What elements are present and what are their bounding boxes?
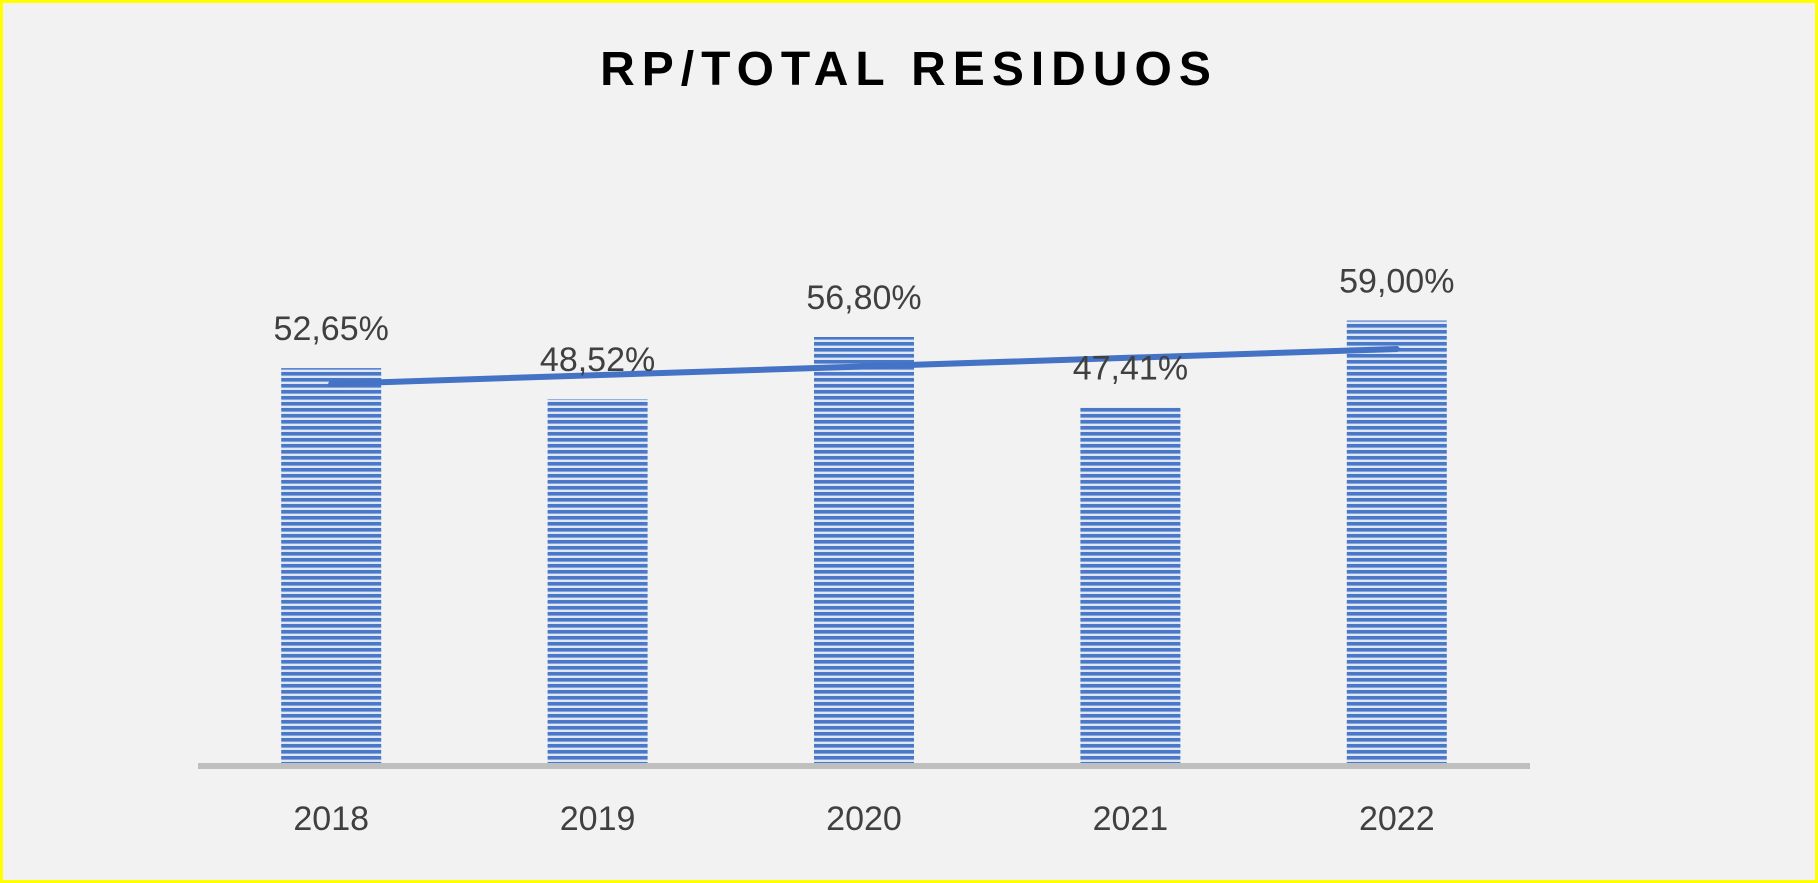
- trendline: [328, 346, 1400, 387]
- value-labels-group: 52,65% 48,52% 56,80% 47,41% 59,00%: [274, 263, 1455, 388]
- value-label-2020: 56,80%: [806, 279, 921, 317]
- chart-title: RP/TOTAL RESIDUOS: [600, 43, 1218, 96]
- bar-2018: [281, 368, 382, 763]
- bar-2019: [547, 399, 648, 763]
- bar-2022: [1346, 320, 1447, 763]
- bar-2020: [814, 337, 914, 763]
- x-tick-2020: 2020: [826, 800, 902, 838]
- x-tick-2018: 2018: [293, 800, 369, 838]
- x-tick-2019: 2019: [560, 800, 636, 838]
- value-label-2022: 59,00%: [1339, 263, 1454, 301]
- bar-2021: [1080, 407, 1181, 763]
- bars-group: [281, 320, 1447, 763]
- x-tick-labels-group: 2018 2019 2020 2021 2022: [293, 800, 1434, 838]
- x-tick-2021: 2021: [1093, 800, 1169, 838]
- value-label-2019: 48,52%: [540, 341, 655, 379]
- trendline-group: [328, 346, 1400, 387]
- value-label-2021: 47,41%: [1073, 349, 1188, 387]
- x-tick-2022: 2022: [1359, 800, 1435, 838]
- value-label-2018: 52,65%: [274, 310, 389, 348]
